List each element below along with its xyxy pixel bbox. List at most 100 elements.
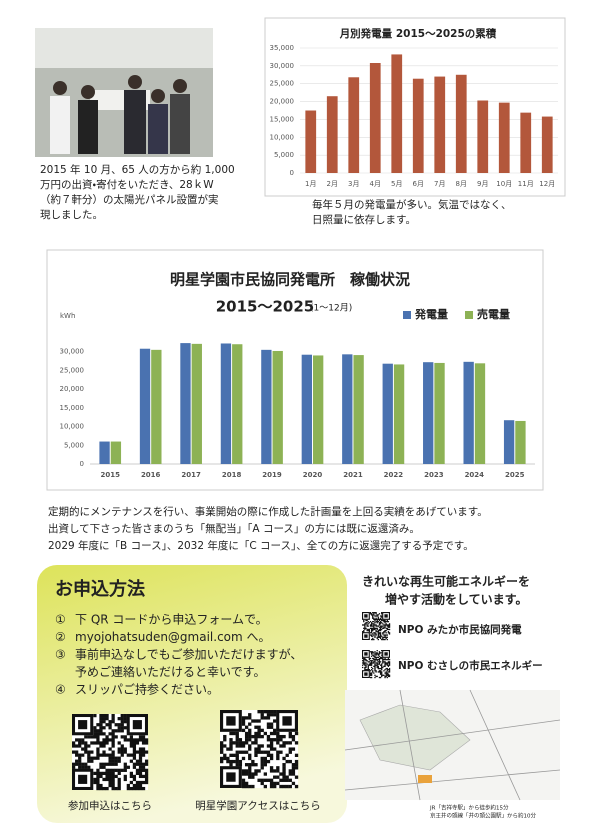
qr-cell bbox=[276, 781, 280, 786]
qr-cell bbox=[129, 759, 133, 763]
qr-cell bbox=[93, 735, 97, 739]
qr-cell bbox=[132, 741, 137, 745]
qr-cell bbox=[375, 654, 377, 656]
qr-cell bbox=[367, 628, 369, 631]
qr-finder bbox=[361, 611, 370, 620]
qr-cell bbox=[257, 719, 261, 723]
x-tick-label: 2015 bbox=[100, 471, 120, 479]
qr-cell bbox=[132, 738, 137, 742]
qr-cell bbox=[388, 669, 391, 671]
qr-cell bbox=[375, 612, 377, 614]
qr-cell bbox=[273, 713, 277, 717]
qr-cell bbox=[366, 663, 368, 665]
qr-cell bbox=[78, 738, 82, 742]
qr-cell bbox=[78, 741, 82, 745]
qr-cell bbox=[373, 661, 375, 663]
qr-cell bbox=[84, 762, 88, 766]
item-marker: ③ bbox=[55, 648, 66, 662]
qr-cell bbox=[388, 624, 391, 626]
qr-cell bbox=[372, 662, 374, 664]
qr-cell bbox=[370, 625, 373, 627]
qr-cell bbox=[384, 661, 386, 663]
qr-cell bbox=[260, 734, 264, 739]
qr-cell bbox=[382, 638, 384, 641]
qr-cell bbox=[279, 734, 283, 739]
bar bbox=[348, 77, 360, 173]
qr-cell bbox=[378, 622, 381, 624]
qr-cell bbox=[93, 741, 97, 745]
qr-cell bbox=[229, 759, 233, 764]
qr-cell bbox=[379, 627, 382, 629]
qr-cell bbox=[72, 744, 76, 748]
item-marker: ④ bbox=[55, 683, 66, 697]
qr-cell bbox=[129, 780, 133, 785]
qr-cell bbox=[385, 674, 387, 676]
qr-cell bbox=[381, 612, 383, 614]
qr-cell bbox=[387, 620, 390, 623]
qr-cell bbox=[241, 744, 246, 748]
qr-cell bbox=[132, 753, 137, 757]
qr-cell bbox=[117, 771, 121, 775]
qr-cell bbox=[266, 722, 271, 726]
qr-cell bbox=[93, 726, 97, 730]
qr-cell bbox=[111, 780, 115, 785]
qr-cell bbox=[129, 753, 133, 757]
qr-cell bbox=[266, 778, 271, 782]
activity-heading: 増やす活動をしています。 bbox=[385, 592, 527, 607]
qr-cell bbox=[251, 719, 255, 723]
qr-cell bbox=[226, 747, 230, 751]
qr-cell bbox=[383, 634, 385, 636]
qr-cell bbox=[368, 661, 371, 663]
qr-cell bbox=[373, 624, 375, 626]
qr-cell bbox=[254, 734, 258, 739]
qr-cell bbox=[244, 772, 249, 776]
qr-cell bbox=[126, 765, 130, 769]
qr-cell bbox=[138, 771, 143, 775]
qr-cell bbox=[384, 658, 386, 661]
qr-cell bbox=[369, 627, 372, 629]
qr-cell bbox=[364, 663, 366, 665]
qr-cell bbox=[223, 734, 227, 739]
qr-cell bbox=[108, 732, 112, 736]
qr-cell bbox=[381, 657, 383, 660]
qr-cell bbox=[75, 738, 79, 742]
qr-cell bbox=[238, 763, 243, 767]
qr-cell bbox=[105, 741, 109, 745]
qr-cell bbox=[388, 625, 391, 627]
qr-cell bbox=[244, 738, 249, 742]
qr-cell bbox=[251, 759, 255, 764]
qr-cell bbox=[276, 734, 280, 739]
qr-cell bbox=[388, 626, 391, 628]
qr-cell bbox=[123, 747, 127, 751]
qr-cell bbox=[269, 725, 274, 729]
qr-cell bbox=[263, 784, 267, 789]
qr-cell bbox=[375, 656, 377, 659]
x-tick-label: 10月 bbox=[496, 180, 512, 188]
qr-cell bbox=[93, 756, 97, 760]
qr-cell bbox=[375, 627, 377, 629]
qr-cell bbox=[111, 783, 115, 788]
qr-cell bbox=[381, 638, 383, 641]
qr-cell bbox=[99, 771, 103, 775]
qr-cell bbox=[93, 732, 97, 736]
qr-cell bbox=[376, 631, 378, 633]
qr-finder bbox=[71, 768, 94, 790]
qr-cell bbox=[370, 660, 373, 662]
qr-cell bbox=[373, 672, 375, 674]
qr-cell bbox=[370, 651, 373, 653]
qr-cell bbox=[244, 750, 249, 754]
qr-cell bbox=[87, 753, 91, 757]
qr-cell bbox=[385, 627, 387, 629]
qr-cell bbox=[370, 652, 373, 654]
qr-cell bbox=[385, 662, 387, 664]
qr-cell bbox=[144, 780, 149, 785]
qr-cell bbox=[248, 747, 252, 751]
qr-cell bbox=[78, 762, 82, 766]
bar bbox=[541, 116, 553, 173]
qr-cell bbox=[269, 753, 274, 757]
qr-cell bbox=[96, 729, 100, 733]
qr-cell bbox=[375, 629, 377, 632]
qr-cell bbox=[96, 768, 100, 772]
qr-cell bbox=[377, 635, 379, 637]
qr-cell bbox=[248, 738, 252, 742]
